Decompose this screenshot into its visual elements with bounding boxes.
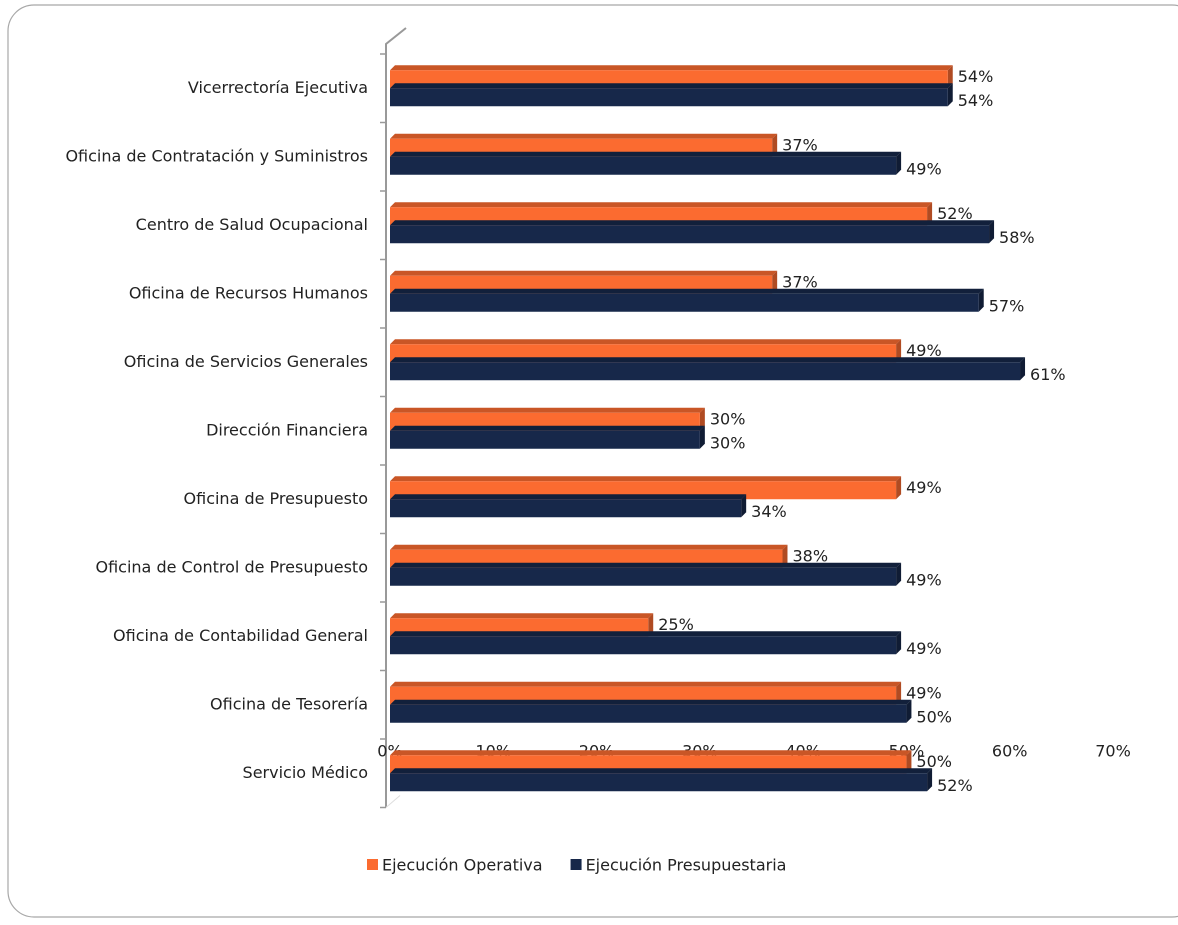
x-tick-label: 70% — [1095, 742, 1131, 761]
bar — [390, 293, 979, 312]
bar — [390, 567, 897, 586]
data-label: 34% — [751, 502, 787, 521]
data-label: 49% — [906, 570, 942, 589]
data-label: 52% — [937, 776, 973, 795]
y-tick-label: Oficina de Contratación y Suministros — [65, 146, 368, 165]
bar — [390, 773, 928, 792]
x-tick-label: 60% — [992, 742, 1028, 761]
bar — [390, 636, 897, 655]
data-label: 61% — [1030, 365, 1066, 384]
bar — [390, 704, 907, 723]
bar-side — [896, 476, 902, 500]
y-tick-label: Oficina de Recursos Humanos — [129, 283, 368, 302]
bar-side — [1020, 357, 1026, 381]
bar-top — [390, 613, 654, 619]
y-tick-label: Centro de Salud Ocupacional — [136, 215, 368, 234]
data-label: 50% — [916, 752, 952, 771]
y-tick-label: Dirección Financiera — [206, 420, 368, 439]
bar-top — [390, 83, 953, 89]
bar-side — [947, 83, 953, 107]
bar-side — [947, 65, 953, 89]
bar-side — [699, 425, 705, 449]
bar-top — [390, 202, 933, 208]
data-label: 58% — [999, 228, 1035, 247]
bar-side — [978, 288, 984, 312]
bar-top — [390, 151, 902, 157]
data-label: 37% — [782, 272, 818, 291]
legend-label: Ejecución Presupuestaria — [586, 856, 787, 875]
data-label: 30% — [710, 409, 746, 428]
data-label: 49% — [906, 683, 942, 702]
bar — [390, 225, 990, 244]
bar-top — [390, 699, 912, 705]
y-tick-label: Oficina de Tesorería — [210, 694, 368, 713]
bar — [390, 156, 897, 175]
bar-top — [390, 407, 705, 413]
bar-top — [390, 288, 984, 294]
bar-side — [896, 151, 902, 175]
data-label: 54% — [958, 91, 994, 110]
bar-top — [390, 220, 995, 226]
bar — [390, 430, 700, 449]
bar-top — [390, 133, 778, 139]
data-label: 49% — [906, 639, 942, 658]
bar — [390, 88, 948, 107]
bar-top — [390, 768, 933, 774]
bar-side — [648, 613, 654, 637]
bar-top — [390, 631, 902, 637]
bar-side — [896, 562, 902, 586]
y-tick-label: Vicerrectoría Ejecutiva — [188, 78, 368, 97]
y-axis — [385, 27, 407, 808]
y-tick-label: Oficina de Control de Presupuesto — [96, 557, 369, 576]
bar-side — [772, 133, 778, 157]
bar — [390, 499, 742, 518]
bar — [390, 362, 1021, 381]
bar-side — [906, 699, 912, 723]
y-axis-floor — [385, 795, 401, 808]
bar-side — [741, 494, 747, 518]
legend-swatch — [367, 859, 378, 870]
y-tick-label: Oficina de Servicios Generales — [124, 352, 368, 371]
data-label: 49% — [906, 341, 942, 360]
y-tick-label: Oficina de Presupuesto — [184, 489, 368, 508]
bar-side — [782, 544, 788, 568]
bar-top — [390, 494, 747, 500]
data-label: 49% — [906, 159, 942, 178]
bar-top — [390, 476, 902, 482]
y-tick-label: Servicio Médico — [243, 763, 368, 782]
data-label: 37% — [782, 135, 818, 154]
bar-top — [390, 270, 778, 276]
bar-side — [989, 220, 995, 244]
frame — [7, 4, 1178, 918]
data-label: 54% — [958, 67, 994, 86]
legend-label: Ejecución Operativa — [382, 856, 543, 875]
data-label: 49% — [906, 478, 942, 497]
bar-side — [906, 750, 912, 774]
bar-side — [699, 407, 705, 431]
bar-top — [390, 425, 705, 431]
data-label: 38% — [792, 546, 828, 565]
bar-top — [390, 339, 902, 345]
data-label: 50% — [916, 707, 952, 726]
y-tick-label: Oficina de Contabilidad General — [113, 626, 368, 645]
data-label: 25% — [658, 615, 694, 634]
bar-side — [927, 202, 933, 226]
bar-side — [772, 270, 778, 294]
data-label: 52% — [937, 204, 973, 223]
bar-top — [390, 544, 788, 550]
legend-swatch — [570, 859, 582, 870]
bar-side — [927, 768, 933, 792]
bar-top — [390, 681, 902, 687]
data-label: 30% — [710, 433, 746, 452]
bar-top — [390, 65, 953, 71]
bar-side — [896, 681, 902, 705]
bar-side — [896, 339, 902, 363]
data-label: 57% — [989, 296, 1025, 315]
bar-top — [390, 750, 912, 756]
bar-side — [896, 631, 902, 655]
bar-top — [390, 562, 902, 568]
bar-top — [390, 357, 1026, 363]
